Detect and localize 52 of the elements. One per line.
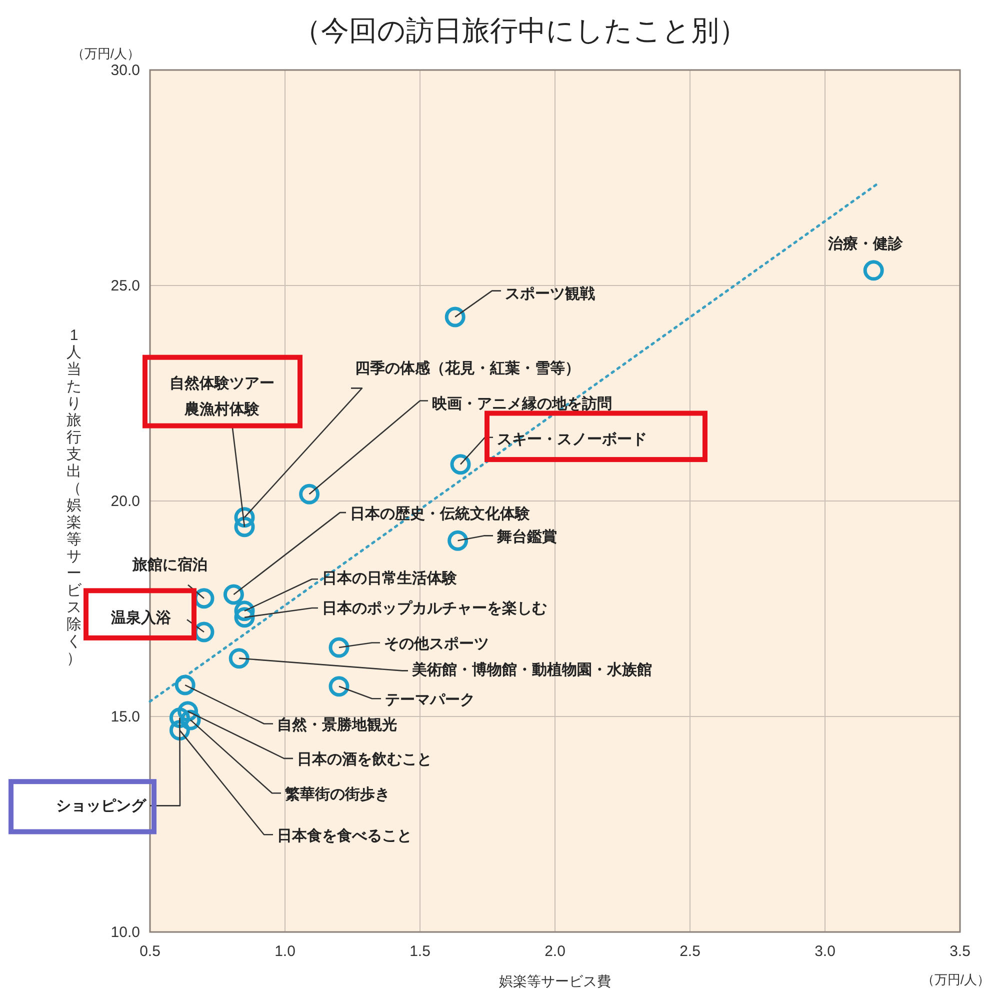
- x-tick-label: 0.5: [140, 943, 160, 960]
- point: [448, 530, 468, 551]
- y-tick-label: 30.0: [110, 62, 140, 79]
- annotation: テーマパーク: [385, 691, 475, 708]
- y-tick-label: 15.0: [110, 708, 140, 726]
- x-tick-label: 2.5: [680, 943, 700, 960]
- text: 1人当たり旅行支出（娯楽等サービス除く）: [66, 326, 82, 667]
- point: [169, 720, 190, 741]
- point: [299, 484, 320, 504]
- point: [234, 507, 255, 528]
- y-tick-label: 20.0: [110, 493, 140, 510]
- point: [174, 674, 196, 696]
- point: [328, 676, 350, 697]
- annotation: 日本食を食べること: [277, 827, 412, 844]
- point: [328, 637, 350, 658]
- annotation: 日本の日常生活体験: [322, 570, 458, 587]
- point: [228, 648, 250, 669]
- annotation: 繁華街の街歩き: [284, 786, 390, 803]
- annotation: 映画・アニメ縁の地を訪問: [432, 394, 612, 412]
- annotation: ショッピング: [56, 798, 147, 815]
- x-tick-label: 2.0: [544, 943, 566, 960]
- annotation: 日本のポップカルチャーを楽しむ: [322, 600, 547, 617]
- annotation: その他スポーツ: [384, 636, 489, 653]
- y-tick-label: 10.0: [110, 924, 140, 941]
- annotation: 四季の体感（花見・紅葉・雪等）: [355, 360, 580, 377]
- annotation: 旅館に宿泊: [132, 555, 208, 574]
- x-tick-label: 3.5: [950, 943, 970, 960]
- point: [169, 708, 190, 728]
- point: [234, 600, 255, 622]
- annotation: 日本の歴史・伝統文化体験: [350, 505, 531, 522]
- annotation: 治療・健診: [827, 234, 904, 252]
- annotation: 日本の酒を飲むこと: [297, 751, 432, 768]
- point: [450, 454, 471, 475]
- chart-title: （今回の訪日旅行中にしたこと別）: [293, 15, 747, 46]
- point: [178, 701, 198, 722]
- annotation: 美術館・博物館・動植物園・水族館: [411, 660, 652, 679]
- x-tick-label: 3.0: [814, 943, 836, 960]
- text: （万円/人）: [71, 46, 140, 61]
- point: [863, 260, 884, 281]
- annotation: 自然・景勝地観光: [277, 716, 397, 734]
- point: [444, 306, 466, 328]
- annotation: スポーツ観戦: [505, 286, 595, 303]
- point: [234, 516, 255, 538]
- x-tick-label: 1.5: [410, 943, 430, 960]
- x-tick-label: 1.0: [274, 943, 296, 960]
- point: [234, 607, 255, 628]
- annotation: 舞台鑑賞: [496, 528, 557, 546]
- point: [223, 584, 244, 605]
- text: （万円/人）: [921, 972, 990, 987]
- y-tick-label: 25.0: [110, 278, 140, 294]
- x-axis-title: 娯楽等サービス費: [499, 973, 611, 989]
- annotation: 自然体験ツアー農漁村体験: [170, 375, 274, 418]
